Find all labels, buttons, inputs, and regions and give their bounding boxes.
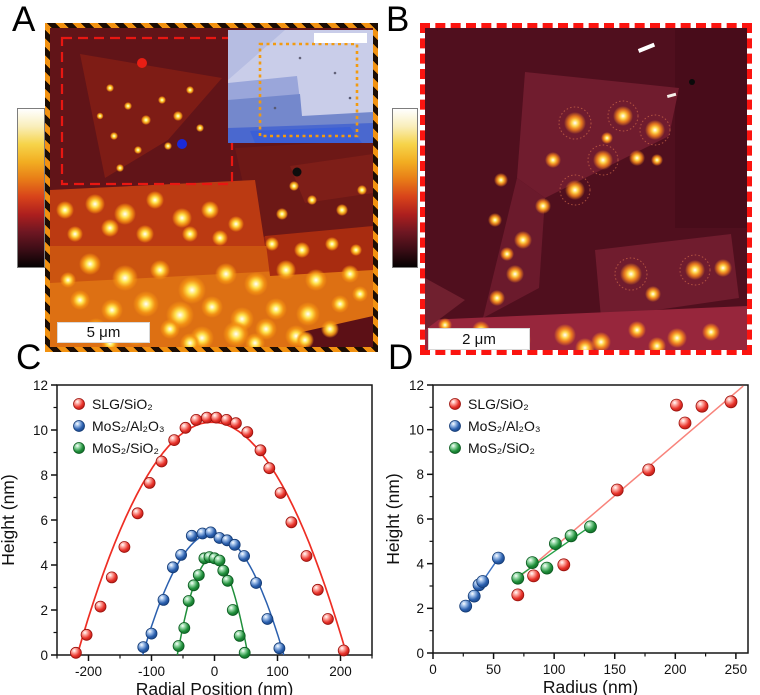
dark-particle	[689, 79, 695, 85]
svg-text:4: 4	[416, 556, 424, 571]
svg-text:-100: -100	[138, 664, 165, 679]
black-marker-dot	[292, 167, 302, 177]
svg-text:150: 150	[603, 662, 626, 677]
svg-text:MoS₂/SiO₂: MoS₂/SiO₂	[92, 440, 159, 456]
panel-d-label: D	[388, 338, 414, 377]
svg-text:12: 12	[409, 378, 424, 393]
svg-text:SLG/SiO₂: SLG/SiO₂	[468, 396, 529, 412]
scalebar-b: 2 μm	[428, 328, 530, 350]
svg-text:MoS₂/SiO₂: MoS₂/SiO₂	[468, 440, 535, 456]
svg-text:8: 8	[416, 467, 424, 482]
svg-text:Height (nm): Height (nm)	[0, 474, 18, 565]
svg-text:Radial Position (nm): Radial Position (nm)	[136, 679, 294, 695]
afm-a-wrinkle-dots	[56, 84, 368, 347]
svg-text:100: 100	[266, 664, 289, 679]
inset-scalebar	[314, 33, 367, 43]
panel-a-label: A	[12, 0, 36, 39]
height-colorbar-b	[392, 108, 418, 268]
inset-optical-image	[228, 30, 373, 143]
svg-text:6: 6	[40, 513, 48, 528]
scalebar-a: 5 μm	[57, 322, 150, 343]
svg-text:2: 2	[416, 601, 424, 616]
svg-text:0: 0	[429, 662, 437, 677]
panel-b-afm-frame: 2 μm	[420, 23, 752, 355]
svg-text:2: 2	[40, 603, 48, 618]
svg-text:-200: -200	[75, 664, 102, 679]
svg-text:12: 12	[33, 378, 48, 393]
svg-text:6: 6	[416, 512, 424, 527]
svg-text:8: 8	[40, 468, 48, 483]
height-colorbar-a	[17, 108, 45, 268]
surface-scratch-2	[666, 92, 677, 98]
svg-text:250: 250	[725, 662, 748, 677]
svg-text:0: 0	[40, 648, 48, 663]
svg-text:MoS₂/Al₂O₃: MoS₂/Al₂O₃	[92, 418, 165, 434]
svg-text:0: 0	[416, 646, 424, 661]
afm-b-wrinkle-dots	[438, 100, 732, 350]
svg-text:4: 4	[40, 558, 48, 573]
svg-text:0: 0	[211, 664, 219, 679]
afm-image-b	[425, 28, 747, 350]
panel-a-afm-frame: 5 μm	[45, 23, 378, 352]
afm-image-a	[50, 28, 373, 347]
svg-text:10: 10	[409, 422, 424, 437]
svg-text:SLG/SiO₂: SLG/SiO₂	[92, 396, 153, 412]
svg-text:100: 100	[543, 662, 566, 677]
panel-b-label: B	[386, 0, 410, 39]
panel-c-label: C	[16, 338, 42, 377]
chart-radial-profile: -200 -100 0 100 200 0 2 4 6 8 10 12 Radial Position …	[0, 378, 373, 695]
svg-text:10: 10	[33, 423, 48, 438]
surface-scratch	[637, 42, 656, 53]
svg-text:200: 200	[329, 664, 352, 679]
inset-region-outline	[258, 42, 359, 138]
svg-text:Radius (nm): Radius (nm)	[543, 677, 638, 695]
svg-text:50: 50	[486, 662, 501, 677]
svg-text:200: 200	[664, 662, 687, 677]
svg-text:MoS₂/Al₂O₃: MoS₂/Al₂O₃	[468, 418, 541, 434]
blue-marker-dot	[177, 139, 187, 149]
chart-height-vs-radius: 0 50 100 150 200 250 0 2 4 6 8 10 12 Radius (nm) Heigh…	[385, 378, 749, 695]
svg-text:Height (nm): Height (nm)	[385, 473, 403, 564]
red-marker-dot	[137, 58, 147, 68]
